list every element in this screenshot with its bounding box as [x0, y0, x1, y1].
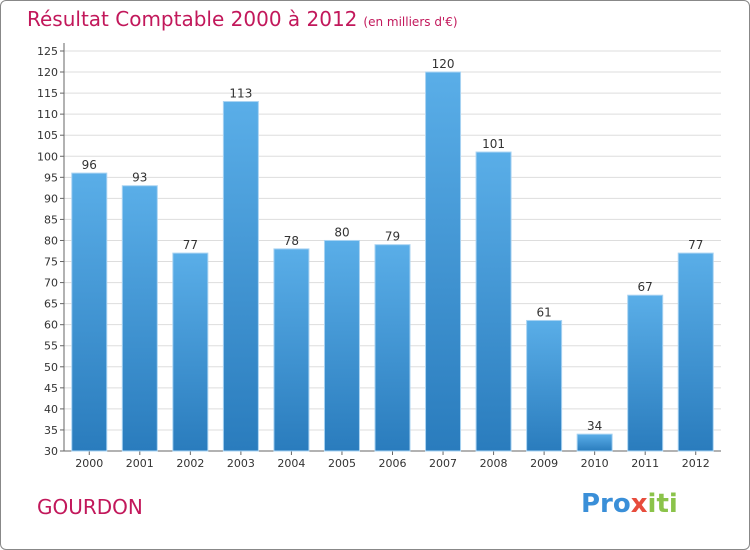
data-label: 120: [432, 57, 455, 71]
data-label: 113: [229, 87, 252, 101]
x-tick-label: 2002: [176, 457, 204, 470]
y-tick-label: 30: [44, 445, 58, 458]
bar: [425, 71, 462, 452]
bar: [374, 244, 411, 452]
y-tick-label: 95: [44, 171, 58, 184]
chart-title: Résultat Comptable 2000 à 2012 (en millie…: [27, 7, 458, 31]
x-tick-label: 2006: [379, 457, 407, 470]
data-label: 80: [334, 225, 349, 239]
y-tick-label: 85: [44, 213, 58, 226]
data-label: 101: [482, 137, 505, 151]
labels: 30 35 40 45 50 55 60 65 70 75 80 85 90 95 100 105 110 115…: [37, 45, 710, 470]
y-tick-label: 70: [44, 277, 58, 290]
bar: [677, 252, 714, 452]
x-tick-label: 2012: [682, 457, 710, 470]
bar: [273, 248, 310, 452]
bar: [222, 101, 259, 452]
data-label: 77: [688, 238, 703, 252]
bars: [71, 71, 714, 452]
bar: [627, 294, 664, 452]
y-tick-label: 120: [37, 66, 58, 79]
y-tick-label: 105: [37, 129, 58, 142]
data-label: 79: [385, 230, 400, 244]
chart-unit: (en milliers d'€): [363, 15, 458, 29]
x-tick-label: 2008: [480, 457, 508, 470]
data-label: 93: [132, 171, 147, 185]
y-tick-label: 110: [37, 108, 58, 121]
y-tick-label: 65: [44, 298, 58, 311]
y-tick-label: 35: [44, 424, 58, 437]
bar: [121, 185, 158, 452]
x-tick-label: 2009: [530, 457, 558, 470]
x-tick-label: 2005: [328, 457, 356, 470]
x-tick-label: 2010: [581, 457, 609, 470]
y-tick-label: 40: [44, 403, 58, 416]
x-tick-label: 2001: [126, 457, 154, 470]
y-tick-label: 50: [44, 361, 58, 374]
logo-part-3: iti: [647, 489, 678, 519]
data-label: 78: [284, 234, 299, 248]
x-tick-label: 2007: [429, 457, 457, 470]
data-label: 34: [587, 419, 602, 433]
y-tick-label: 125: [37, 45, 58, 58]
city-name: GOURDON: [37, 495, 143, 519]
bar: [475, 151, 512, 452]
data-label: 67: [638, 280, 653, 294]
x-tick-label: 2011: [631, 457, 659, 470]
data-label: 61: [536, 305, 551, 319]
y-tick-label: 45: [44, 382, 58, 395]
chart-title-text: Résultat Comptable 2000 à 2012: [27, 7, 358, 31]
y-tick-label: 90: [44, 192, 58, 205]
x-tick-label: 2000: [75, 457, 103, 470]
data-label: 96: [82, 158, 97, 172]
data-label: 77: [183, 238, 198, 252]
logo-part-1: Pro: [581, 489, 631, 519]
logo-part-2: x: [630, 489, 648, 519]
proxiti-logo[interactable]: Proxiti: [581, 489, 678, 519]
x-tick-label: 2004: [277, 457, 305, 470]
bar: [172, 252, 209, 452]
y-tick-label: 60: [44, 319, 58, 332]
bar: [576, 433, 613, 452]
y-tick-label: 100: [37, 150, 58, 163]
y-tick-label: 80: [44, 234, 58, 247]
y-tick-label: 55: [44, 340, 58, 353]
bar: [323, 239, 360, 452]
bar: [526, 319, 563, 452]
y-tick-label: 115: [37, 87, 58, 100]
x-tick-label: 2003: [227, 457, 255, 470]
bar: [71, 172, 108, 452]
y-tick-label: 75: [44, 256, 58, 269]
